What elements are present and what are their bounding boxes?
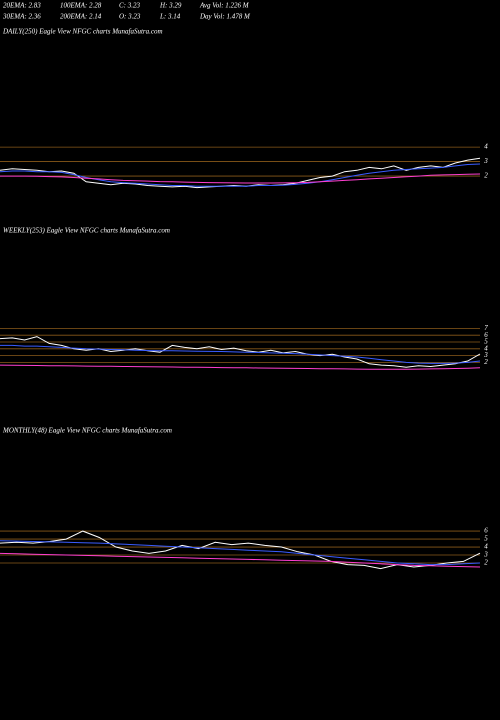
y-tick-label: 4 (484, 344, 488, 352)
y-tick-label: 6 (484, 331, 488, 339)
price-line (0, 163, 481, 187)
price-line (0, 344, 481, 364)
stat: 30EMA: 2.36 (2, 13, 41, 21)
y-tick-label: 2 (484, 559, 488, 567)
stat: L: 3.14 (159, 13, 181, 21)
price-line (0, 540, 481, 566)
y-tick-label: 7 (484, 324, 488, 332)
panel-title: WEEKLY(253) Eagle View NFGC charts Munaf… (3, 227, 170, 235)
y-tick-label: 2 (484, 172, 488, 180)
stat: O: 3.23 (119, 13, 141, 21)
y-tick-label: 3 (483, 157, 488, 165)
stat: 100EMA: 2.28 (60, 2, 102, 10)
price-line (0, 552, 481, 568)
panel-title: MONTHLY(48) Eagle View NFGC charts Munaf… (2, 427, 172, 435)
price-line (0, 364, 481, 370)
panel-title: DAILY(250) Eagle View NFGC charts Munafa… (2, 28, 163, 36)
price-line (0, 173, 481, 184)
y-tick-label: 5 (484, 535, 488, 543)
y-tick-label: 3 (483, 351, 488, 359)
stat: 20EMA: 2.83 (3, 2, 41, 10)
stat: Day Vol: 1.478 M (199, 13, 251, 21)
y-tick-label: 3 (483, 551, 488, 559)
stat: Avg Vol: 1.226 M (199, 2, 250, 10)
stat: H: 3.29 (159, 2, 182, 10)
y-tick-label: 6 (484, 527, 488, 535)
stat: C: 3.23 (119, 2, 141, 10)
y-tick-label: 4 (484, 543, 488, 551)
y-tick-label: 2 (484, 358, 488, 366)
price-line (0, 336, 481, 368)
y-tick-label: 5 (484, 338, 488, 346)
y-tick-label: 4 (484, 143, 488, 151)
stat: 200EMA: 2.14 (60, 13, 102, 21)
